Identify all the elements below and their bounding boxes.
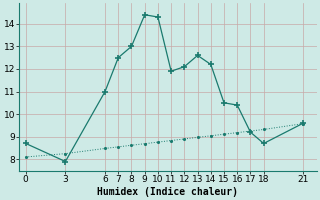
X-axis label: Humidex (Indice chaleur): Humidex (Indice chaleur) [97,186,238,197]
